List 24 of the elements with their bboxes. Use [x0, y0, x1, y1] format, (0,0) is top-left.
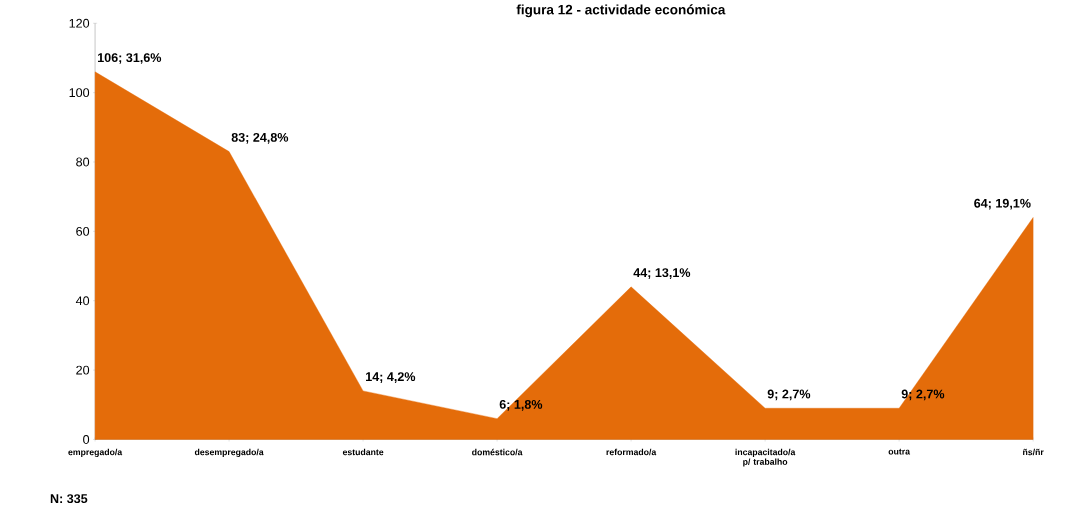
y-tick-label: 40: [75, 296, 90, 306]
y-tick-label: 60: [76, 226, 90, 236]
y-tick-label: 80: [76, 157, 90, 167]
data-label: 106; 31,6%: [98, 53, 162, 64]
data-label: 83; 24,8%: [231, 132, 289, 144]
x-tick-label: reformado/a: [606, 448, 657, 456]
data-label: 64; 19,1%: [974, 198, 1031, 210]
y-tick-label: 20: [76, 365, 90, 375]
y-tick-label: 0: [83, 435, 90, 444]
x-tick-label: estudante: [342, 448, 384, 456]
x-tick-label: incapacitado/a p/ trabalho: [735, 448, 796, 467]
x-tick-label: empregado/a: [68, 448, 123, 457]
x-tick-label: ñs/ñr: [1023, 448, 1044, 456]
x-tick-label: desempregado/a: [194, 448, 264, 457]
data-label: 14; 4,2%: [366, 372, 416, 383]
text: N: 335: [50, 494, 88, 504]
data-label: 6; 1,8%: [499, 399, 543, 411]
data-label: 9; 2,7%: [767, 389, 811, 401]
chart-title: figura 12 - actividade económica: [516, 4, 726, 18]
y-tick-label: 100: [69, 88, 90, 98]
x-tick-label: outra: [888, 448, 911, 455]
y-tick-label: 120: [69, 18, 90, 28]
x-tick-label: doméstico/a: [472, 448, 523, 456]
data-label: 44; 13,1%: [633, 268, 691, 279]
